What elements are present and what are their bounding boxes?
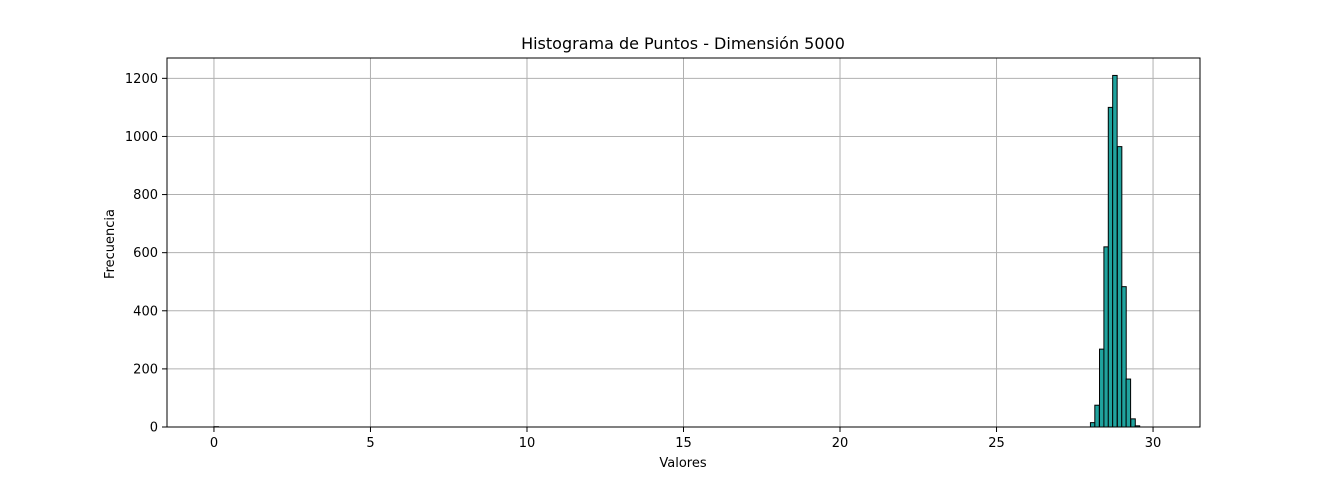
histogram-bar — [1103, 246, 1109, 428]
histogram-bar — [1094, 404, 1100, 428]
histogram-bar — [1130, 418, 1136, 428]
y-tick-label: 400 — [133, 304, 158, 319]
x-tick-label: 15 — [675, 436, 692, 451]
y-tick-label: 600 — [133, 246, 158, 261]
y-tick-label: 800 — [133, 188, 158, 203]
y-tick-label: 1200 — [125, 72, 158, 87]
x-tick-label: 5 — [366, 436, 374, 451]
x-tick-label: 25 — [988, 436, 1005, 451]
y-tick-label: 200 — [133, 362, 158, 377]
y-axis-title: Frecuencia — [103, 209, 118, 279]
grid-layer — [167, 58, 1200, 428]
x-axis-title: Valores — [659, 456, 706, 471]
histogram-bar — [1089, 422, 1096, 428]
histogram-bar — [1116, 146, 1123, 428]
chart-title: Histograma de Puntos - Dimensión 5000 — [521, 34, 845, 53]
y-tick-label: 1000 — [125, 130, 158, 145]
histogram-bar — [1121, 286, 1127, 428]
x-tick-label: 20 — [832, 436, 849, 451]
histogram-bar — [1107, 106, 1114, 428]
histogram-bar — [1125, 378, 1132, 428]
histogram-bar — [1099, 348, 1105, 428]
axes-layer: 0 5 10 15 20 25 30 0 200 400 600 800 1000 1200 — [125, 57, 1201, 451]
x-tick-label: 0 — [210, 436, 218, 451]
y-tick-label: 0 — [150, 421, 158, 436]
x-tick-label: 10 — [519, 436, 536, 451]
histogram-bar — [1112, 74, 1118, 428]
x-tick-label: 30 — [1145, 436, 1162, 451]
